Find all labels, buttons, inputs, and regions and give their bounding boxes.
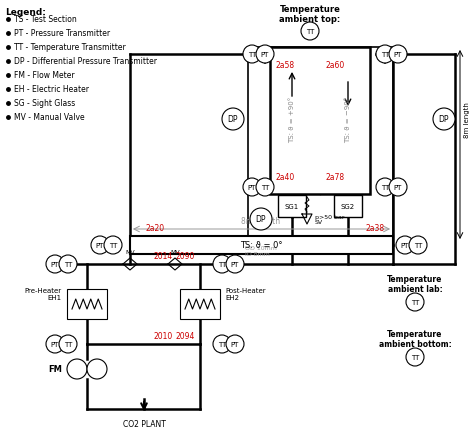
Text: MV - Manual Valve: MV - Manual Valve	[14, 113, 85, 122]
Text: TT: TT	[411, 354, 419, 360]
Text: TT: TT	[414, 243, 422, 249]
Text: 2a40: 2a40	[275, 173, 295, 182]
Text: DP: DP	[228, 115, 238, 124]
Text: MV: MV	[170, 249, 180, 255]
Text: p>50 bar
SV: p>50 bar SV	[315, 214, 345, 225]
Text: 2a20: 2a20	[146, 224, 164, 233]
Bar	[130, 237, 393, 255]
Circle shape	[222, 109, 244, 131]
Text: TT - Temperature Transmitter: TT - Temperature Transmitter	[14, 43, 126, 52]
Circle shape	[67, 359, 87, 379]
Circle shape	[250, 209, 272, 230]
Circle shape	[409, 237, 427, 255]
Text: PT: PT	[394, 52, 402, 58]
Circle shape	[256, 178, 274, 197]
Circle shape	[301, 23, 319, 41]
Circle shape	[87, 359, 107, 379]
Text: 8m length: 8m length	[464, 102, 470, 138]
Text: EH - Electric Heater: EH - Electric Heater	[14, 85, 89, 94]
Circle shape	[389, 46, 407, 64]
Circle shape	[433, 109, 455, 131]
Text: TT: TT	[248, 52, 256, 58]
Text: TT: TT	[381, 184, 389, 190]
Text: 2a58: 2a58	[275, 60, 294, 69]
Circle shape	[91, 237, 109, 255]
Text: TT: TT	[109, 243, 117, 249]
Text: DP - Differential Pressure Transmitter: DP - Differential Pressure Transmitter	[14, 57, 157, 66]
Text: TS: ϑ = 0°: TS: ϑ = 0°	[240, 241, 282, 250]
Text: TS: ϑ = +90°: TS: ϑ = +90°	[289, 97, 295, 143]
Circle shape	[104, 237, 122, 255]
Circle shape	[396, 237, 414, 255]
Text: 2014: 2014	[154, 252, 173, 261]
Circle shape	[46, 255, 64, 273]
Text: TT: TT	[218, 341, 226, 347]
Text: PT: PT	[231, 341, 239, 347]
Text: 2a60: 2a60	[325, 60, 345, 69]
Text: TS: ϑ = −90°: TS: ϑ = −90°	[345, 97, 351, 143]
Text: MV: MV	[125, 249, 135, 255]
Text: PT: PT	[96, 243, 104, 249]
Bar	[270, 48, 370, 194]
Text: TT: TT	[261, 184, 269, 190]
Circle shape	[406, 293, 424, 311]
Text: DP: DP	[256, 215, 266, 224]
Text: 2010: 2010	[154, 331, 173, 340]
Circle shape	[226, 255, 244, 273]
Text: PT: PT	[261, 52, 269, 58]
Text: TT: TT	[64, 261, 72, 267]
Text: PT: PT	[231, 261, 239, 267]
Text: Post-Heater
EH2: Post-Heater EH2	[225, 288, 265, 301]
Text: TT: TT	[64, 341, 72, 347]
Circle shape	[243, 178, 261, 197]
Bar	[248, 48, 393, 243]
Text: CO2 PLANT: CO2 PLANT	[123, 419, 165, 428]
Text: SG1: SG1	[285, 203, 299, 209]
Circle shape	[226, 335, 244, 353]
Text: FM: FM	[48, 365, 62, 374]
Text: Temperature
ambient top:: Temperature ambient top:	[279, 5, 341, 25]
Text: TT: TT	[381, 52, 389, 58]
Circle shape	[213, 335, 231, 353]
Circle shape	[389, 178, 407, 197]
Text: TT: TT	[306, 29, 314, 35]
Circle shape	[256, 46, 274, 64]
Text: 2a78: 2a78	[326, 173, 345, 182]
Circle shape	[46, 335, 64, 353]
Text: SG - Sight Glass: SG - Sight Glass	[14, 99, 75, 108]
Text: PT - Pressure Transmitter: PT - Pressure Transmitter	[14, 29, 110, 38]
Bar	[180, 289, 220, 319]
Text: SG2: SG2	[341, 203, 355, 209]
Text: PT: PT	[394, 184, 402, 190]
Text: PT: PT	[248, 184, 256, 190]
Circle shape	[243, 46, 261, 64]
Text: 2090: 2090	[175, 252, 195, 261]
Circle shape	[376, 178, 394, 197]
Text: TT: TT	[218, 261, 226, 267]
Circle shape	[213, 255, 231, 273]
Text: TT: TT	[411, 299, 419, 305]
Circle shape	[376, 46, 394, 64]
Text: 2a38: 2a38	[365, 224, 384, 233]
Bar	[67, 289, 107, 319]
Text: 2094: 2094	[175, 331, 195, 340]
Text: Pre-Heater
EH1: Pre-Heater EH1	[25, 288, 62, 301]
Text: Temperature
ambient bottom:: Temperature ambient bottom:	[379, 329, 451, 349]
Text: TS - Test Section: TS - Test Section	[14, 15, 77, 25]
Bar	[334, 196, 362, 218]
Circle shape	[59, 335, 77, 353]
Text: PT: PT	[401, 243, 409, 249]
Text: FM - Flow Meter: FM - Flow Meter	[14, 71, 74, 80]
Circle shape	[406, 348, 424, 366]
Text: PT: PT	[51, 341, 59, 347]
Text: 8m length: 8m length	[241, 216, 281, 225]
Text: DP: DP	[439, 115, 449, 124]
Bar	[278, 196, 306, 218]
Text: Legend:: Legend:	[5, 8, 46, 17]
Text: OD 10mm
ID 8mm: OD 10mm ID 8mm	[245, 246, 277, 256]
Text: Temperature
ambient lab:: Temperature ambient lab:	[387, 274, 443, 294]
Circle shape	[59, 255, 77, 273]
Text: PT: PT	[51, 261, 59, 267]
